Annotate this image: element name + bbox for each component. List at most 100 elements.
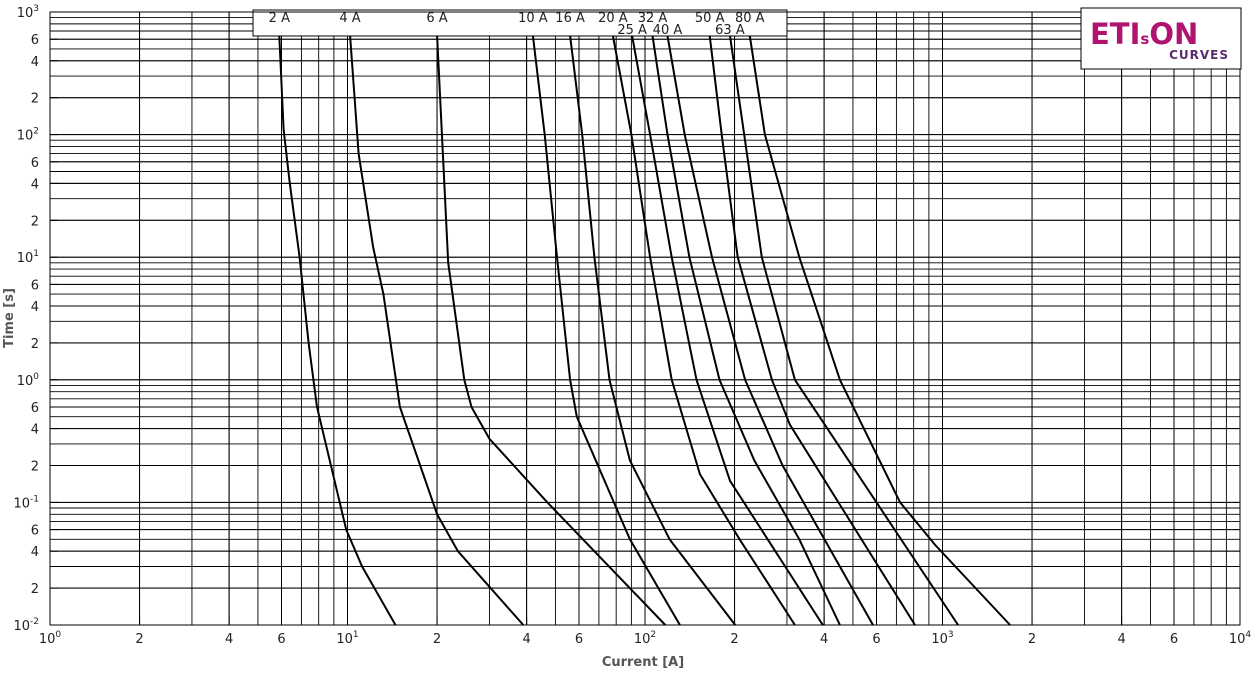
tick-label-sup: 1 bbox=[353, 630, 359, 640]
tick-label: 2 bbox=[31, 214, 39, 229]
tick-label-text: 2 bbox=[31, 459, 39, 474]
legend-label: 6 A bbox=[426, 11, 447, 26]
tick-label: 2 bbox=[31, 582, 39, 597]
tick-label-text: 6 bbox=[277, 632, 285, 647]
tick-label-text: 10 bbox=[39, 632, 56, 647]
tick-label: 4 bbox=[31, 545, 39, 560]
legend-label: 50 A bbox=[695, 11, 725, 26]
tick-label-text: 4 bbox=[31, 300, 39, 315]
tick-label-text: 10 bbox=[13, 496, 30, 511]
tick-label: 2 bbox=[31, 337, 39, 352]
logo-part: ETI bbox=[1090, 17, 1140, 51]
curve bbox=[349, 35, 525, 626]
legend-label: 40 A bbox=[653, 23, 683, 38]
tick-label-text: 4 bbox=[522, 632, 530, 647]
tick-label: 10-2 bbox=[13, 617, 39, 634]
tick-label-text: 4 bbox=[1117, 632, 1125, 647]
tick-label-text: 2 bbox=[135, 632, 143, 647]
tick-label: 2 bbox=[31, 92, 39, 107]
logo: ETIsON CURVES bbox=[1080, 7, 1242, 70]
curve bbox=[531, 35, 681, 626]
labels: 2 A 4 A 6 A 10 A 16 A 20 A25 A32 A40 A 50 A63 … bbox=[269, 11, 765, 38]
tick-label: 2 bbox=[135, 632, 143, 647]
tick-label-text: 2 bbox=[1028, 632, 1036, 647]
tick-label: 10-1 bbox=[13, 494, 39, 511]
curve bbox=[569, 35, 736, 626]
legend-label: 16 A bbox=[555, 11, 585, 26]
tick-label-text: 6 bbox=[31, 156, 39, 171]
legend-label: 63 A bbox=[715, 23, 745, 38]
tick-label: 102 bbox=[17, 127, 39, 144]
tick-label-text: 10 bbox=[336, 632, 353, 647]
tick-label: 6 bbox=[31, 524, 39, 539]
tick-label: 2 bbox=[730, 632, 738, 647]
tick-label-text: 10 bbox=[634, 632, 651, 647]
tick-label: 101 bbox=[336, 630, 358, 647]
tick-label: 6 bbox=[31, 278, 39, 293]
tick-label-sup: 4 bbox=[1245, 630, 1251, 640]
tick-label-sup: -2 bbox=[30, 617, 39, 627]
tick-label: 4 bbox=[31, 300, 39, 315]
legend-label: 2 A bbox=[269, 11, 290, 26]
tick-label: 6 bbox=[872, 632, 880, 647]
tick-label-text: 6 bbox=[31, 33, 39, 48]
tick-label-text: 6 bbox=[31, 524, 39, 539]
tick-label-sup: -1 bbox=[30, 494, 39, 504]
tick-label: 6 bbox=[31, 156, 39, 171]
tick-label-text: 10 bbox=[13, 619, 30, 634]
tick-label: 2 bbox=[1028, 632, 1036, 647]
curve bbox=[436, 35, 667, 626]
legend-label: 25 A bbox=[617, 23, 647, 38]
curve bbox=[278, 35, 397, 626]
tick-label-text: 2 bbox=[31, 214, 39, 229]
legend-label: 32 A bbox=[638, 11, 668, 26]
tick-label-text: 4 bbox=[31, 55, 39, 70]
tick-label: 2 bbox=[433, 632, 441, 647]
tick-label: 4 bbox=[522, 632, 530, 647]
tick-label: 103 bbox=[931, 630, 953, 647]
tick-label: 100 bbox=[39, 630, 62, 647]
curve bbox=[708, 35, 916, 626]
tick-label-text: 6 bbox=[1170, 632, 1178, 647]
tick-label-text: 10 bbox=[931, 632, 948, 647]
tick-label-text: 6 bbox=[872, 632, 880, 647]
tick-label: 4 bbox=[31, 423, 39, 438]
legend-label: 20 A bbox=[598, 11, 628, 26]
tick-label-text: 2 bbox=[730, 632, 738, 647]
curve bbox=[611, 35, 796, 626]
x-axis-label: Current [A] bbox=[602, 655, 684, 670]
tick-label: 6 bbox=[31, 33, 39, 48]
legend-label: 4 A bbox=[339, 11, 360, 26]
tick-label-sup: 1 bbox=[33, 249, 39, 259]
tick-label: 100 bbox=[17, 372, 40, 389]
logo-box bbox=[1080, 7, 1242, 70]
tick-label-text: 6 bbox=[575, 632, 583, 647]
tick-label-sup: 0 bbox=[33, 372, 39, 382]
tick-label: 6 bbox=[575, 632, 583, 647]
tick-label-text: 2 bbox=[31, 337, 39, 352]
tick-label: 6 bbox=[1170, 632, 1178, 647]
tick-label-text: 4 bbox=[820, 632, 828, 647]
tick-label-text: 10 bbox=[17, 374, 34, 389]
tick-label-sup: 3 bbox=[948, 630, 954, 640]
logo-part: ON bbox=[1149, 17, 1198, 51]
tick-label-text: 6 bbox=[31, 401, 39, 416]
tick-label: 4 bbox=[31, 177, 39, 192]
grid bbox=[49, 11, 1241, 626]
curves bbox=[278, 35, 1011, 626]
tick-label-text: 10 bbox=[17, 6, 34, 21]
label-box bbox=[252, 9, 788, 37]
tick-label-text: 4 bbox=[31, 545, 39, 560]
tick-label: 104 bbox=[1229, 630, 1251, 647]
tick-label-text: 4 bbox=[31, 177, 39, 192]
logo-caption: CURVES bbox=[1169, 48, 1229, 62]
tick-label: 4 bbox=[820, 632, 828, 647]
tick-label-sup: 2 bbox=[650, 630, 656, 640]
logo-part: s bbox=[1140, 30, 1149, 48]
tick-label-sup: 3 bbox=[33, 4, 39, 14]
tick-label: 4 bbox=[1117, 632, 1125, 647]
legend-label: 80 A bbox=[735, 11, 765, 26]
curve bbox=[631, 35, 824, 626]
